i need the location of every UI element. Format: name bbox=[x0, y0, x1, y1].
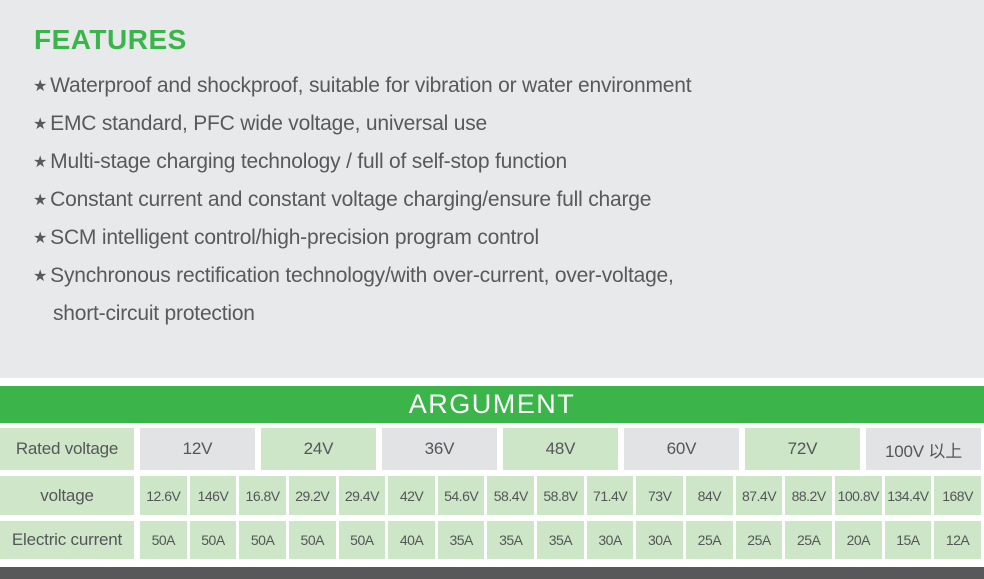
feature-text: Multi-stage charging technology / full o… bbox=[50, 150, 567, 173]
voltage-cell: 88.2V bbox=[785, 476, 832, 515]
current-cell: 15A bbox=[884, 521, 932, 559]
current-cell: 12A bbox=[934, 521, 981, 559]
feature-item: ★ Multi-stage charging technology / full… bbox=[33, 143, 953, 181]
current-cell: 25A bbox=[735, 521, 783, 559]
voltage-cell: 100.8V bbox=[834, 476, 882, 515]
star-bullet-icon: ★ bbox=[33, 78, 48, 95]
argument-title: ARGUMENT bbox=[408, 389, 576, 419]
star-bullet-icon: ★ bbox=[33, 268, 48, 285]
electric-current-row: Electric current 50A 50A 50A 50A 50A 40A… bbox=[0, 521, 984, 559]
voltage-cell: 73V bbox=[636, 476, 684, 515]
voltage-cell: 29.2V bbox=[288, 476, 336, 515]
feature-list: ★ Waterproof and shockproof, suitable fo… bbox=[33, 67, 953, 333]
rated-voltage-cell: 60V bbox=[624, 428, 739, 470]
voltage-cell: 84V bbox=[686, 476, 733, 515]
feature-item: ★ Constant current and constant voltage … bbox=[33, 181, 953, 219]
current-cell: 40A bbox=[388, 521, 435, 559]
feature-item-continuation: short-circuit protection bbox=[33, 295, 953, 333]
voltage-cell: 87.4V bbox=[735, 476, 783, 515]
voltage-cell: 134.4V bbox=[884, 476, 932, 515]
rated-voltage-cell: 24V bbox=[261, 428, 376, 470]
section-divider-bar bbox=[0, 567, 984, 579]
feature-item: ★ EMC standard, PFC wide voltage, univer… bbox=[33, 105, 953, 143]
current-cell: 30A bbox=[586, 521, 634, 559]
feature-item: ★ Synchronous rectification technology/w… bbox=[33, 257, 953, 295]
rated-voltage-cells: 12V 24V 36V 48V 60V 72V 100V 以上 bbox=[140, 428, 984, 470]
feature-text: SCM intelligent control/high-precision p… bbox=[50, 226, 539, 249]
features-title: FEATURES bbox=[34, 24, 187, 55]
current-cell: 35A bbox=[437, 521, 485, 559]
rated-voltage-cell: 72V bbox=[745, 428, 860, 470]
star-bullet-icon: ★ bbox=[33, 154, 48, 171]
current-cell: 30A bbox=[636, 521, 684, 559]
voltage-cell: 71.4V bbox=[586, 476, 634, 515]
current-cell: 35A bbox=[537, 521, 584, 559]
current-cell: 25A bbox=[686, 521, 733, 559]
feature-item: ★ Waterproof and shockproof, suitable fo… bbox=[33, 67, 953, 105]
current-cell: 50A bbox=[338, 521, 386, 559]
current-cell: 35A bbox=[487, 521, 535, 559]
voltage-cell: 29.4V bbox=[338, 476, 386, 515]
voltage-row-label: voltage bbox=[0, 476, 134, 515]
star-bullet-icon: ★ bbox=[33, 230, 48, 247]
star-bullet-icon: ★ bbox=[33, 192, 48, 209]
rated-voltage-row: Rated voltage 12V 24V 36V 48V 60V 72V 10… bbox=[0, 428, 984, 470]
current-cell: 50A bbox=[239, 521, 286, 559]
voltage-cell: 16.8V bbox=[239, 476, 286, 515]
voltage-cell: 168V bbox=[934, 476, 981, 515]
rated-voltage-row-label: Rated voltage bbox=[0, 428, 134, 470]
features-section: FEATURES ★ Waterproof and shockproof, su… bbox=[0, 0, 984, 378]
voltage-cell: 42V bbox=[388, 476, 435, 515]
current-cell: 50A bbox=[140, 521, 187, 559]
rated-voltage-cell: 100V 以上 bbox=[866, 428, 981, 470]
voltage-row: voltage 12.6V 146V 16.8V 29.2V 29.4V 42V… bbox=[0, 476, 984, 515]
argument-table-header: ARGUMENT bbox=[0, 386, 984, 423]
electric-current-row-label: Electric current bbox=[0, 521, 134, 559]
rated-voltage-cell: 36V bbox=[382, 428, 497, 470]
feature-text: Synchronous rectification technology/wit… bbox=[50, 264, 674, 287]
feature-text: Constant current and constant voltage ch… bbox=[50, 188, 652, 211]
current-cell: 50A bbox=[288, 521, 336, 559]
rated-voltage-cell: 48V bbox=[503, 428, 618, 470]
feature-text: short-circuit protection bbox=[53, 302, 255, 325]
electric-current-cells: 50A 50A 50A 50A 50A 40A 35A 35A 35A 30A … bbox=[140, 521, 984, 559]
feature-item: ★ SCM intelligent control/high-precision… bbox=[33, 219, 953, 257]
star-bullet-icon: ★ bbox=[33, 116, 48, 133]
voltage-cell: 54.6V bbox=[437, 476, 485, 515]
voltage-cell: 146V bbox=[189, 476, 237, 515]
current-cell: 20A bbox=[834, 521, 882, 559]
feature-text: EMC standard, PFC wide voltage, universa… bbox=[50, 112, 488, 135]
rated-voltage-cell: 12V bbox=[140, 428, 255, 470]
feature-text: Waterproof and shockproof, suitable for … bbox=[50, 74, 692, 97]
current-cell: 50A bbox=[189, 521, 237, 559]
voltage-cell: 12.6V bbox=[140, 476, 187, 515]
voltage-cell: 58.4V bbox=[487, 476, 535, 515]
voltage-cell: 58.8V bbox=[537, 476, 584, 515]
current-cell: 25A bbox=[785, 521, 832, 559]
voltage-cells: 12.6V 146V 16.8V 29.2V 29.4V 42V 54.6V 5… bbox=[140, 476, 984, 515]
